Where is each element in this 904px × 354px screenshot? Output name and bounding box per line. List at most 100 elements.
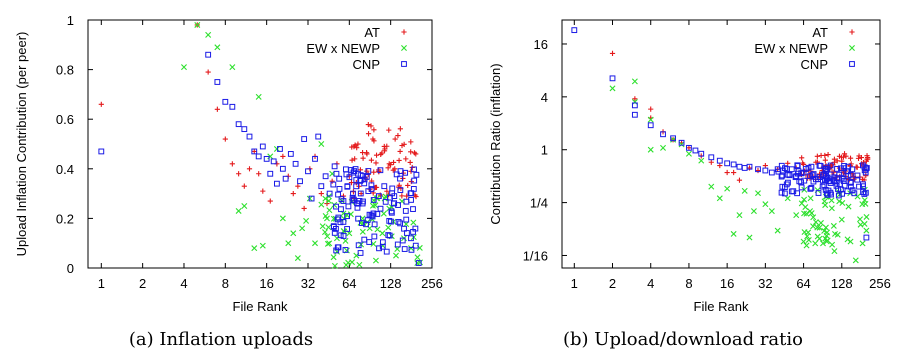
data-point (647, 116, 654, 123)
data-point (801, 177, 808, 184)
data-point (229, 64, 236, 71)
data-point (783, 181, 790, 188)
chart1-legend-marker (401, 45, 407, 51)
data-point (350, 190, 356, 197)
chart2-y-axis-label: Contribution Ratio (inflation) (488, 63, 503, 224)
data-point (349, 194, 356, 201)
data-point (385, 232, 392, 238)
data-point (678, 139, 685, 146)
data-point (331, 230, 338, 236)
data-point (259, 143, 266, 150)
data-point (809, 172, 816, 179)
chart1-x-tick-label: 256 (421, 276, 443, 291)
data-point (860, 162, 866, 169)
data-point (836, 171, 843, 178)
data-point (800, 160, 806, 166)
data-point (306, 195, 313, 202)
data-point (301, 205, 307, 212)
data-point (803, 210, 810, 217)
data-point (863, 173, 869, 179)
data-point (798, 179, 805, 186)
data-point (731, 169, 737, 176)
data-point (331, 163, 338, 170)
data-point (246, 166, 253, 172)
data-point (386, 127, 392, 133)
chart2-x-tick-label: 1 (571, 276, 578, 291)
data-point (229, 161, 235, 167)
data-point (382, 146, 388, 152)
chart1-legend-marker (401, 61, 407, 67)
data-point (273, 145, 280, 152)
chart2-legend-label: EW x NEWP (754, 41, 828, 56)
data-point (824, 191, 831, 198)
chart1-y-tick-label: 0.8 (56, 63, 74, 78)
data-point (736, 163, 743, 170)
data-point (364, 217, 371, 224)
data-point (270, 158, 277, 165)
chart2-x-tick-label: 4 (647, 276, 654, 291)
chart1-x-tick-label: 1 (98, 276, 105, 291)
data-point (828, 197, 835, 204)
data-point (380, 210, 387, 217)
data-point (755, 167, 761, 174)
data-point (736, 177, 743, 183)
data-point (792, 174, 799, 181)
chart2-series-ew-x-newp (609, 78, 870, 264)
data-point (322, 173, 329, 180)
data-point (345, 203, 352, 210)
data-point (390, 159, 397, 166)
data-point (823, 190, 830, 197)
data-point (393, 171, 400, 178)
data-point (205, 69, 211, 75)
chart1-caption: (a) Inflation uploads (129, 329, 313, 350)
chart1-y-tick-label: 0.2 (56, 211, 74, 226)
data-point (297, 178, 303, 185)
data-point (724, 185, 731, 192)
data-point (397, 220, 404, 227)
data-point (821, 227, 828, 234)
chart1-plot-frame (87, 19, 433, 269)
data-point (222, 136, 228, 142)
data-point (355, 242, 362, 249)
data-point (388, 218, 394, 225)
data-point (609, 75, 616, 82)
chart1-x-tick-label: 8 (222, 276, 229, 291)
chart2-series-cnp (571, 27, 870, 241)
data-point (762, 162, 768, 169)
data-point (290, 191, 296, 197)
data-point (340, 219, 347, 225)
data-point (349, 157, 355, 163)
data-point (609, 50, 616, 56)
data-point (746, 165, 753, 171)
data-point (785, 160, 791, 166)
chart1-y-tick-label: 0.4 (56, 162, 74, 177)
data-point (326, 207, 333, 214)
data-point (812, 219, 819, 226)
data-point (801, 196, 808, 203)
data-point (356, 261, 363, 268)
data-point (863, 227, 870, 234)
data-point (395, 202, 401, 208)
data-point (326, 190, 333, 197)
data-point (368, 157, 375, 163)
data-point (408, 246, 415, 253)
chart2-y-tick-label: 4 (541, 90, 548, 105)
data-point (214, 44, 221, 51)
data-point (415, 260, 422, 266)
data-point (827, 162, 834, 169)
data-point (833, 182, 840, 189)
data-point (393, 252, 399, 259)
data-point (805, 164, 812, 171)
data-point (762, 201, 769, 208)
data-point (404, 230, 410, 236)
data-point (830, 222, 837, 229)
chart2-y-tick-label: 1/16 (523, 248, 548, 263)
data-point (214, 106, 220, 112)
data-point (324, 200, 330, 207)
data-point (381, 183, 388, 190)
data-point (343, 166, 349, 173)
data-point (267, 198, 273, 204)
chart2-legend-marker (849, 29, 855, 35)
data-point (260, 188, 266, 194)
chart1-x-tick-label: 128 (380, 276, 402, 291)
